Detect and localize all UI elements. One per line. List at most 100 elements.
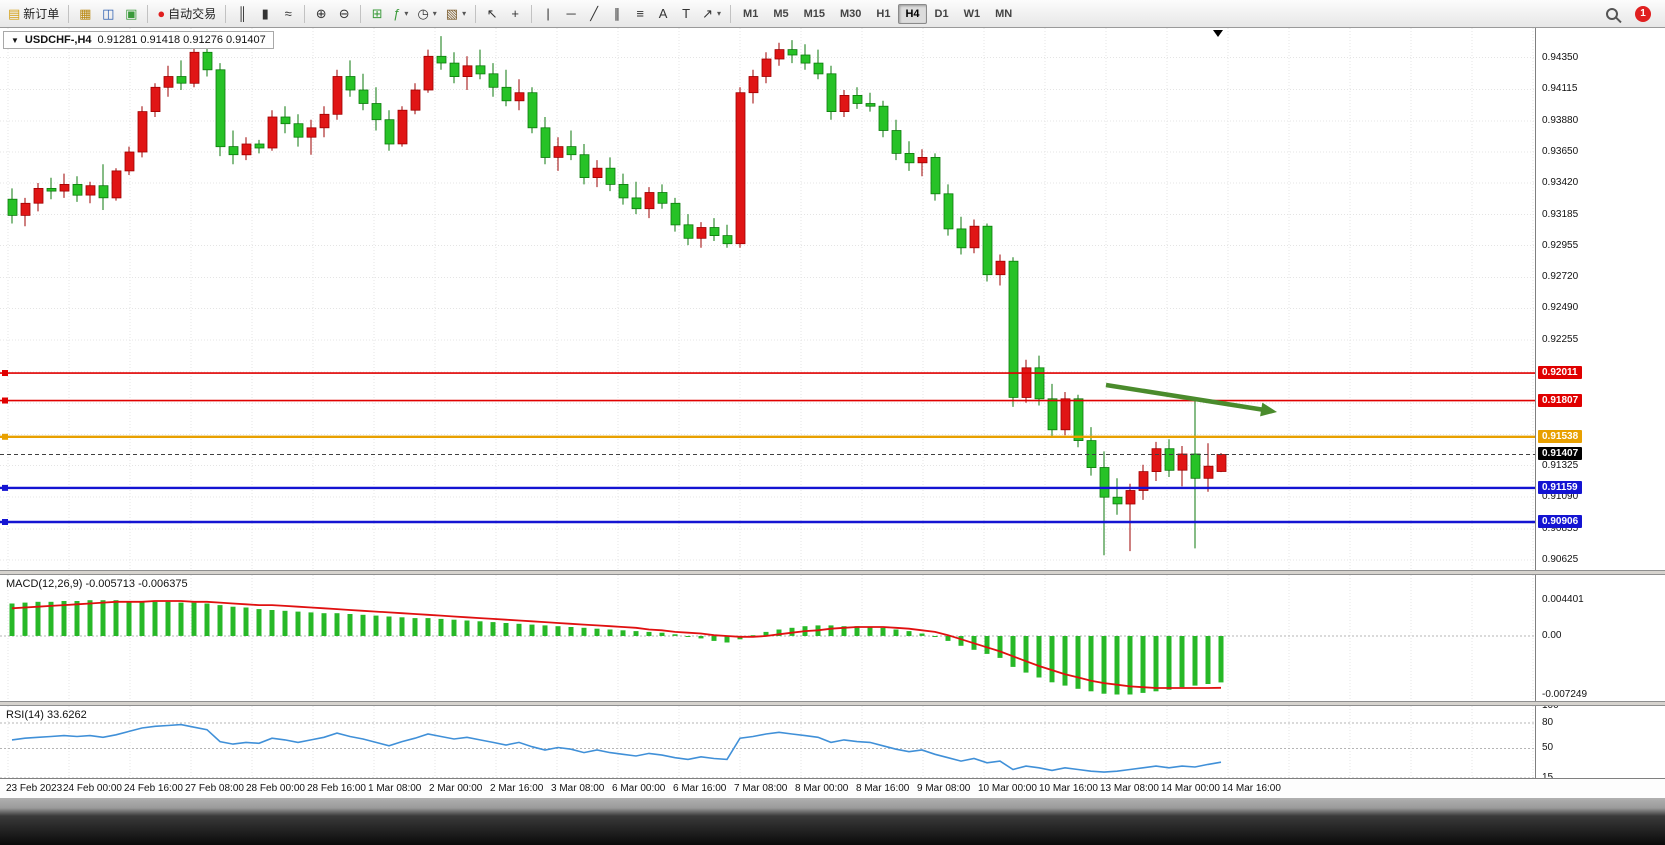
tile-windows-icon: ⊞ [371,6,383,21]
zoom-in-button[interactable]: ⊕ [310,3,332,25]
vertical-line-button[interactable]: | [537,3,559,25]
price-tick: 0.90625 [1542,554,1579,565]
trendline-button[interactable]: ╱ [583,3,605,25]
auto-trading-button[interactable]: ● 自动交易 [153,3,220,25]
toolbar-separator [475,4,477,23]
timeframe-m30[interactable]: M30 [840,7,862,20]
time-label: 10 Mar 00:00 [978,783,1037,794]
alerts-button[interactable]: ▣ [120,3,142,25]
time-label: 27 Feb 08:00 [185,783,244,794]
time-axis: 23 Feb 2023 24 Feb 00:00 24 Feb 16:00 27 Fe… [0,778,1665,798]
bar-chart-button[interactable]: ║ [231,3,253,25]
navigator-button[interactable]: ◫ [97,3,119,25]
dropdown-arrow-icon: ▾ [717,9,722,18]
timeframe-h4[interactable]: H4 [898,3,927,24]
macd-axis-label: 0.004401 [1542,594,1584,605]
periods-button[interactable]: ◷ ▾ [413,3,440,25]
time-label: 3 Mar 08:00 [551,783,605,794]
templates-button[interactable]: ▧ ▾ [442,3,470,25]
price-tick: 0.93880 [1542,115,1579,126]
zoom-out-button[interactable]: ⊖ [333,3,355,25]
text-label-button[interactable]: T [675,3,697,25]
time-label: 24 Feb 16:00 [124,783,183,794]
rsi-indicator-panel[interactable]: RSI(14) 33.6262 [0,706,1535,778]
time-label: 2 Mar 00:00 [429,783,483,794]
timeframe-m15[interactable]: M15 [803,7,825,20]
new-order-button[interactable]: ▤ 新订单 [4,3,63,25]
search-button[interactable] [1601,3,1623,25]
horizontal-line-button[interactable]: ─ [560,3,582,25]
text-label-icon: T [682,6,691,21]
auto-trading-icon: ● [157,6,166,21]
price-chart-panel[interactable]: ▼ USDCHF-,H4 0.91281 0.91418 0.91276 0.9… [0,28,1535,570]
candlestick-chart-button[interactable]: ▮ [254,3,276,25]
price-tick: 0.92490 [1542,302,1579,313]
price-axis: 0.94350 0.94115 0.93880 0.93650 0.93420 0.931… [1535,28,1665,798]
price-tick: 0.94115 [1542,83,1578,94]
clock-icon: ◷ [417,6,429,21]
timeframe-m1[interactable]: M1 [743,7,759,20]
tile-windows-button[interactable]: ⊞ [366,3,388,25]
price-tag: 0.91807 [1538,394,1583,407]
indicators-button[interactable]: ƒ ▾ [389,3,412,25]
line-chart-icon: ≈ [284,6,292,21]
channel-button[interactable]: ∥ [606,3,628,25]
time-label: 9 Mar 08:00 [917,783,971,794]
price-tick: 0.93650 [1542,146,1579,157]
macd-axis-label: -0.007249 [1542,689,1588,700]
macd-indicator-panel[interactable]: MACD(12,26,9) -0.005713 -0.006375 [0,575,1535,701]
macd-axis-label: 0.00 [1542,630,1562,641]
window-bottom-edge [0,798,1665,845]
time-label: 7 Mar 08:00 [734,783,788,794]
cursor-button[interactable]: ↖ [481,3,503,25]
bar-chart-icon: ║ [237,6,247,21]
price-tick: 0.93185 [1542,209,1579,220]
dropdown-arrow-icon: ▾ [462,9,467,18]
channel-icon: ∥ [613,6,621,21]
crosshair-button[interactable]: + [504,3,526,25]
chart-dropdown-icon[interactable]: ▼ [11,35,19,45]
horizontal-line-icon: ─ [566,6,576,21]
arrows-icon: ↗ [702,6,714,21]
timeframe-m5[interactable]: M5 [773,7,789,20]
toolbar-right-group: 1 [1601,3,1661,25]
price-tick: 0.93420 [1542,177,1579,188]
text-button[interactable]: A [652,3,674,25]
price-tick: 0.91325 [1542,460,1579,471]
fibonacci-icon: ≡ [636,6,644,21]
rsi-axis-label: 80 [1542,717,1554,728]
timeframe-w1[interactable]: W1 [963,7,981,20]
arrows-button[interactable]: ↗ ▾ [698,3,725,25]
rsi-label: RSI(14) 33.6262 [6,709,87,721]
time-label: 14 Mar 00:00 [1161,783,1220,794]
time-label: 28 Feb 16:00 [307,783,366,794]
price-chart-svg[interactable] [0,28,1535,570]
panel-divider-macd[interactable] [0,570,1665,575]
time-label: 24 Feb 00:00 [63,783,122,794]
fibonacci-button[interactable]: ≡ [629,3,651,25]
timeframe-mn[interactable]: MN [995,7,1013,20]
chart-ohlc-values: 0.91281 0.91418 0.91276 0.91407 [97,34,266,46]
crosshair-icon: + [511,6,519,21]
timeframe-h1[interactable]: H1 [876,7,891,20]
rsi-chart-svg[interactable] [0,706,1535,778]
toolbar-separator [225,4,227,23]
panel-divider-rsi[interactable] [0,701,1665,706]
charts-button[interactable]: ▦ [74,3,96,25]
time-label: 2 Mar 16:00 [490,783,544,794]
notification-badge[interactable]: 1 [1635,5,1651,22]
price-tag: 0.91538 [1538,430,1583,443]
price-tick: 0.90855 [1542,523,1579,534]
pointer-icon: ↖ [486,6,498,21]
indicators-icon: ƒ [393,6,401,21]
text-icon: A [658,6,668,21]
time-label: 13 Mar 08:00 [1100,783,1159,794]
price-tick: 0.92720 [1542,271,1579,282]
macd-chart-svg[interactable] [0,575,1535,701]
vertical-line-icon: | [546,6,550,21]
chart-title-tab[interactable]: ▼ USDCHF-,H4 0.91281 0.91418 0.91276 0.9… [3,31,274,49]
timeframe-d1[interactable]: D1 [934,7,949,20]
line-chart-button[interactable]: ≈ [277,3,299,25]
toolbar-separator [68,4,70,23]
